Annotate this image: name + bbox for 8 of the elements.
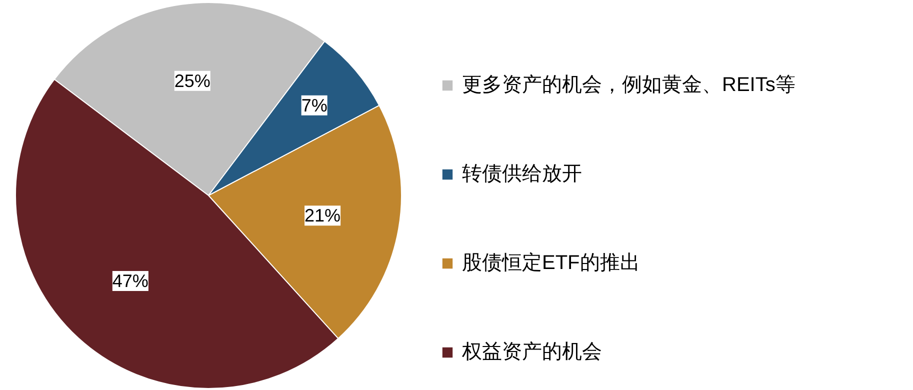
legend-label: 权益资产的机会 [462, 340, 602, 365]
data-label: 47% [112, 271, 148, 292]
data-label: 7% [301, 95, 328, 116]
legend-label: 转债供给放开 [462, 162, 582, 187]
data-label: 21% [304, 206, 341, 226]
data-label: 25% [174, 70, 210, 91]
legend-label: 股债恒定ETF的推出 [462, 251, 640, 276]
legend-label: 更多资产的机会，例如黄金、REITs等 [462, 73, 796, 98]
